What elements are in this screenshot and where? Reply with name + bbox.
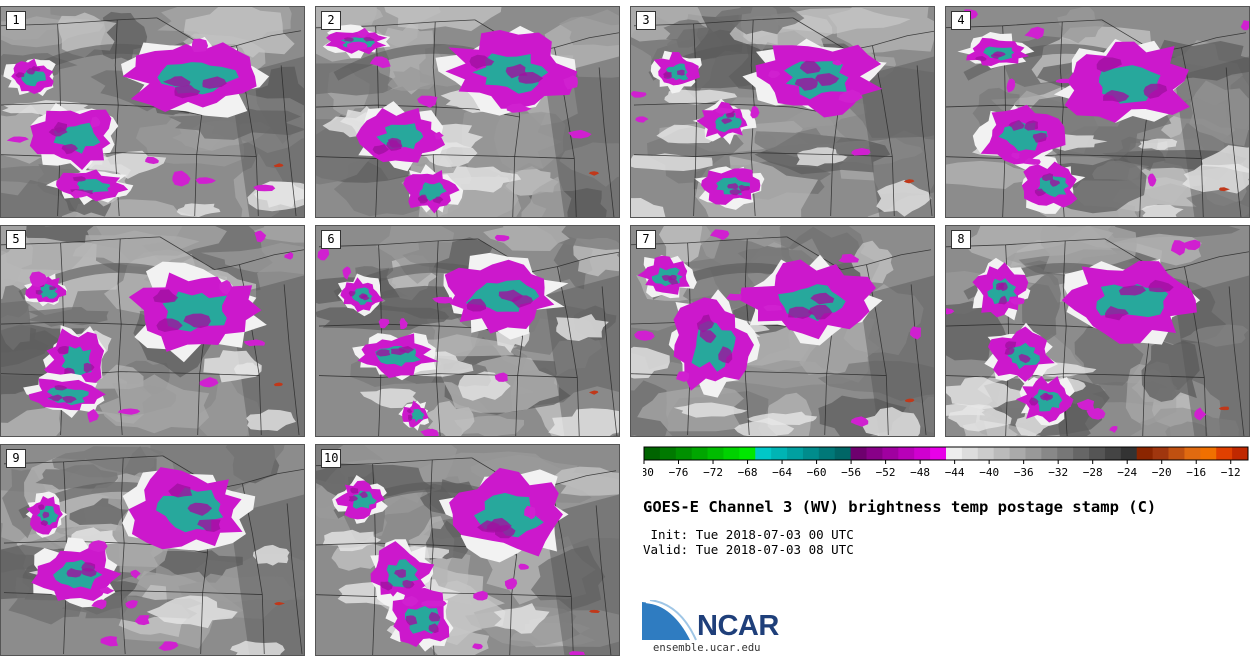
colorbar-swatch: [1089, 447, 1106, 460]
stamp-map-3: [631, 7, 934, 217]
colorbar-tick-label: −20: [1152, 466, 1172, 479]
init-time: Tue 2018-07-03 00 UTC: [695, 527, 854, 542]
colorbar-swatch: [834, 447, 852, 460]
colorbar-swatch: [1216, 447, 1233, 460]
colorbar-swatch: [961, 447, 979, 460]
stamp-number: 1: [6, 11, 26, 30]
valid-label: Valid:: [643, 542, 689, 557]
stamp-map-1: [1, 7, 304, 217]
colorbar-tick-label: −76: [669, 466, 689, 479]
stamp-panel-2: 2: [315, 6, 620, 218]
colorbar-swatch: [1025, 447, 1042, 460]
stamp-panel-9: 9: [0, 444, 305, 656]
stamp-panel-5: 5: [0, 225, 305, 437]
colorbar-swatch: [1152, 447, 1169, 460]
colorbar-tick-label: −16: [1186, 466, 1206, 479]
colorbar-swatch: [1232, 447, 1249, 460]
colorbar-swatch: [1057, 447, 1074, 460]
colorbar-swatch: [1136, 447, 1154, 460]
stamp-number: 10: [321, 449, 342, 468]
colorbar-swatch: [866, 447, 883, 460]
stamp-number: 7: [636, 230, 656, 249]
colorbar-tick-label: −56: [841, 466, 861, 479]
logo-text: NCAR: [697, 610, 779, 642]
site-url: ensemble.ucar.edu: [653, 642, 761, 654]
colorbar-swatch: [691, 447, 708, 460]
colorbar-swatch: [787, 447, 804, 460]
stamp-panel-8: 8: [945, 225, 1250, 437]
stamp-map-7: [631, 226, 934, 436]
init-time-line: Init: Tue 2018-07-03 00 UTC: [643, 527, 854, 542]
stamp-map-9: [1, 445, 304, 655]
colorbar-swatch: [1200, 447, 1217, 460]
init-label: Init:: [643, 527, 689, 542]
plot-title: GOES-E Channel 3 (WV) brightness temp po…: [643, 498, 1157, 516]
colorbar-swatch: [882, 447, 899, 460]
colorbar-tick-label: −60: [807, 466, 827, 479]
colorbar-swatch: [1168, 447, 1185, 460]
colorbar-tick-label: −28: [1083, 466, 1103, 479]
colorbar-tick-label: −36: [1014, 466, 1034, 479]
colorbar-swatch: [1120, 447, 1138, 460]
colorbar-swatch: [898, 447, 915, 460]
stamp-number: 6: [321, 230, 341, 249]
stamp-number: 2: [321, 11, 341, 30]
stamp-number: 9: [6, 449, 26, 468]
stamp-panel-1: 1: [0, 6, 305, 218]
stamp-map-4: [946, 7, 1249, 217]
colorbar-tick-label: −40: [979, 466, 999, 479]
stamp-map-2: [316, 7, 619, 217]
colorbar-swatch: [723, 447, 740, 460]
colorbar-swatch: [675, 447, 693, 460]
valid-time-line: Valid: Tue 2018-07-03 08 UTC: [643, 542, 854, 557]
colorbar-tick-label: −52: [876, 466, 896, 479]
colorbar-tick-label: −72: [703, 466, 723, 479]
colorbar-tick-label: −68: [738, 466, 758, 479]
stamp-panel-6: 6: [315, 225, 620, 437]
colorbar-swatch: [930, 447, 947, 460]
colorbar-swatch: [802, 447, 820, 460]
colorbar-swatch: [1104, 447, 1122, 460]
valid-time: Tue 2018-07-03 08 UTC: [695, 542, 854, 557]
stamp-panel-3: 3: [630, 6, 935, 218]
colorbar-swatch: [818, 447, 836, 460]
stamp-number: 3: [636, 11, 656, 30]
colorbar-legend: −80 −76 −72 −68 −64 −60 −56 −52 −48 −44 −40 −36 −32 −…: [643, 446, 1249, 479]
colorbar-tick-label: −24: [1117, 466, 1137, 479]
colorbar-swatch: [755, 447, 772, 460]
ncar-logo-icon: [642, 600, 697, 641]
colorbar-swatch: [644, 447, 661, 460]
stamp-number: 8: [951, 230, 971, 249]
stamp-number: 5: [6, 230, 26, 249]
colorbar-tick-label: −32: [1048, 466, 1068, 479]
colorbar-swatch: [1073, 447, 1090, 460]
colorbar-tick-label: −44: [945, 466, 965, 479]
colorbar-swatch: [771, 447, 788, 460]
colorbar-swatch: [707, 447, 724, 460]
colorbar-swatch: [914, 447, 931, 460]
colorbar-tick-label: −80: [643, 466, 654, 479]
stamp-map-10: [316, 445, 619, 655]
colorbar-swatch: [739, 447, 756, 460]
colorbar-swatch: [946, 447, 963, 460]
stamp-panel-4: 4: [945, 6, 1250, 218]
colorbar-swatch: [977, 447, 995, 460]
colorbar-tick-label: −48: [910, 466, 930, 479]
colorbar-tick-label: −12: [1221, 466, 1241, 479]
stamp-map-8: [946, 226, 1249, 436]
colorbar-tick-label: −64: [772, 466, 792, 479]
colorbar-swatch: [993, 447, 1010, 460]
stamp-map-5: [1, 226, 304, 436]
stamp-panel-7: 7: [630, 225, 935, 437]
stamp-panel-10: 10: [315, 444, 620, 656]
colorbar-swatch: [659, 447, 677, 460]
colorbar-swatch: [1041, 447, 1058, 460]
colorbar-swatch: [1009, 447, 1026, 460]
stamp-map-6: [316, 226, 619, 436]
colorbar-swatch: [850, 447, 867, 460]
stamp-number: 4: [951, 11, 971, 30]
colorbar-swatch: [1184, 447, 1201, 460]
